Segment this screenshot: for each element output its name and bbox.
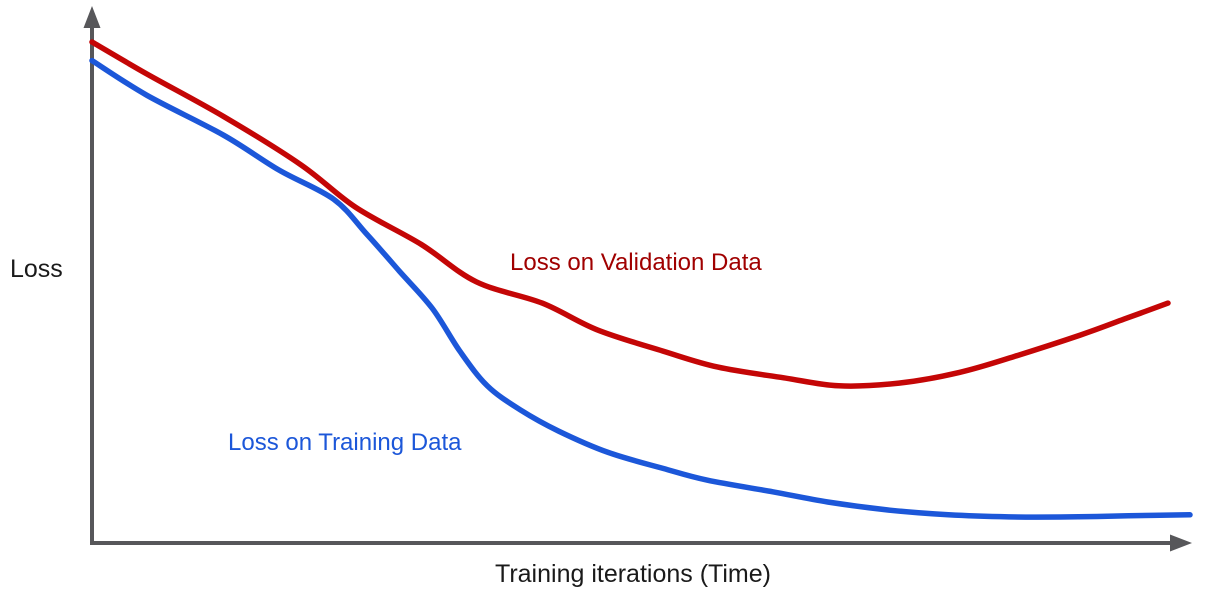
x-axis-arrowhead-icon <box>1170 534 1192 552</box>
validation-loss-curve <box>89 39 1171 389</box>
y-axis-arrowhead-icon <box>83 6 101 28</box>
y-axis-label: Loss <box>10 255 63 283</box>
x-axis-label: Training iterations (Time) <box>495 560 771 588</box>
validation-curve-label: Loss on Validation Data <box>510 249 762 276</box>
training-loss-curve <box>89 57 1193 520</box>
training-curve-label: Loss on Training Data <box>228 429 462 456</box>
